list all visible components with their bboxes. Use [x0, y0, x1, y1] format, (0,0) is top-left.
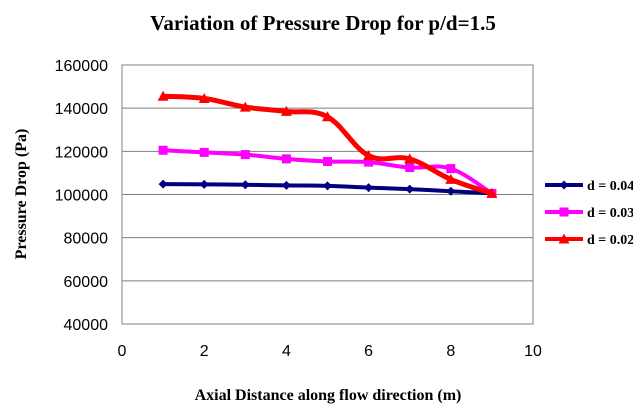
- y-tick-label: 100000: [55, 188, 108, 205]
- legend-marker: [558, 233, 570, 244]
- x-tick-label: 0: [118, 343, 127, 360]
- legend-label: d = 0.02: [587, 233, 633, 248]
- x-tick-label: 2: [200, 343, 209, 360]
- y-tick-label: 160000: [55, 58, 108, 75]
- data-point: [322, 111, 333, 122]
- data-point: [239, 101, 251, 112]
- series-3: [157, 90, 498, 198]
- data-point: [405, 163, 415, 173]
- x-tick-label: 8: [446, 343, 455, 360]
- data-point: [405, 184, 415, 194]
- y-tick-label: 140000: [55, 101, 108, 118]
- legend: d = 0.04 d = 0.03 d = 0.02: [545, 179, 633, 248]
- data-point: [445, 173, 457, 184]
- data-point: [240, 180, 250, 190]
- x-tick-label: 4: [282, 343, 291, 360]
- data-point: [240, 150, 250, 160]
- legend-label: d = 0.04: [587, 179, 633, 194]
- legend-marker: [559, 180, 569, 190]
- series-layer: [157, 90, 498, 198]
- data-point: [157, 90, 169, 101]
- legend-marker: [559, 207, 569, 217]
- legend-item: d = 0.04: [545, 179, 633, 194]
- y-tick-label: 80000: [64, 231, 109, 248]
- x-tick-label: 6: [364, 343, 373, 360]
- x-tick-label: 10: [524, 343, 542, 360]
- data-point: [404, 153, 416, 164]
- data-point: [364, 183, 374, 193]
- data-point: [158, 145, 168, 155]
- data-point: [446, 164, 456, 174]
- legend-item: d = 0.02: [545, 233, 633, 248]
- y-axis-label: Pressure Drop (Pa): [13, 129, 30, 260]
- y-tick-label: 40000: [64, 317, 109, 334]
- legend-label: d = 0.03: [587, 206, 633, 221]
- data-point: [323, 156, 332, 166]
- data-point: [158, 179, 168, 189]
- chart-title: Variation of Pressure Drop for p/d=1.5: [150, 11, 496, 35]
- y-axis-ticks: 40000 60000 80000 100000 120000 140000 160000: [55, 58, 108, 334]
- data-point: [281, 180, 291, 190]
- data-point: [486, 187, 498, 198]
- data-point: [199, 147, 209, 157]
- data-point: [281, 154, 291, 164]
- legend-item: d = 0.03: [545, 206, 633, 221]
- y-tick-label: 120000: [55, 144, 108, 161]
- data-point: [199, 179, 209, 189]
- series-2: [158, 145, 497, 198]
- data-point: [364, 157, 374, 167]
- x-axis-label: Axial Distance along flow direction (m): [195, 387, 462, 404]
- data-point: [198, 92, 210, 103]
- data-point: [363, 150, 375, 161]
- data-point: [280, 105, 292, 116]
- data-point: [323, 181, 332, 191]
- gridlines: [122, 107, 533, 282]
- data-point: [446, 186, 456, 196]
- y-tick-label: 60000: [64, 274, 109, 291]
- x-axis-ticks: 0 2 4 6 8 10: [118, 343, 542, 360]
